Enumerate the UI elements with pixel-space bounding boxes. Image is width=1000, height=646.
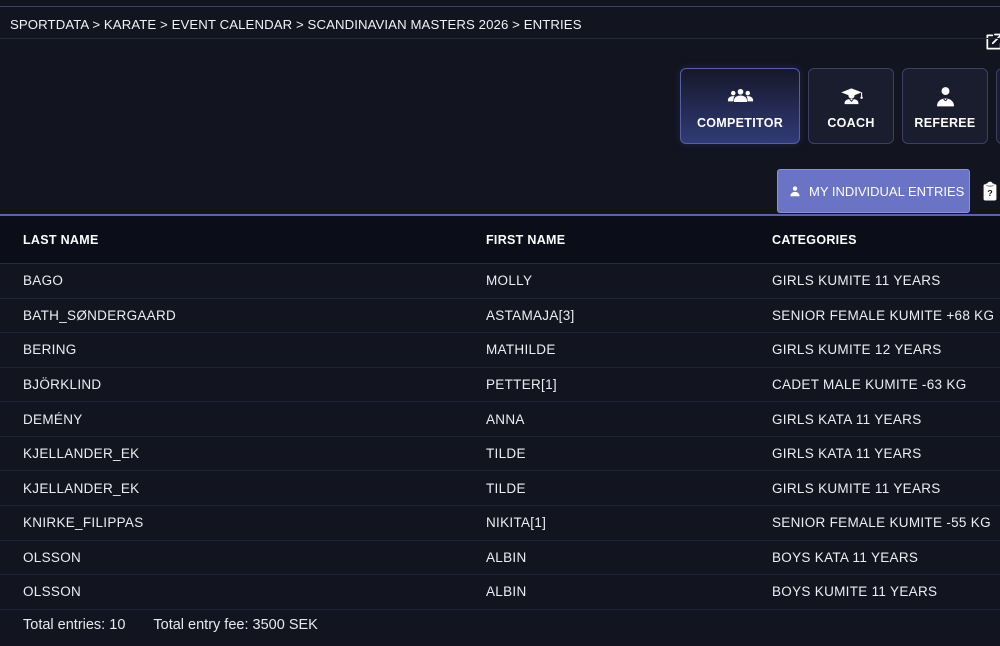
- svg-text:?: ?: [987, 188, 992, 198]
